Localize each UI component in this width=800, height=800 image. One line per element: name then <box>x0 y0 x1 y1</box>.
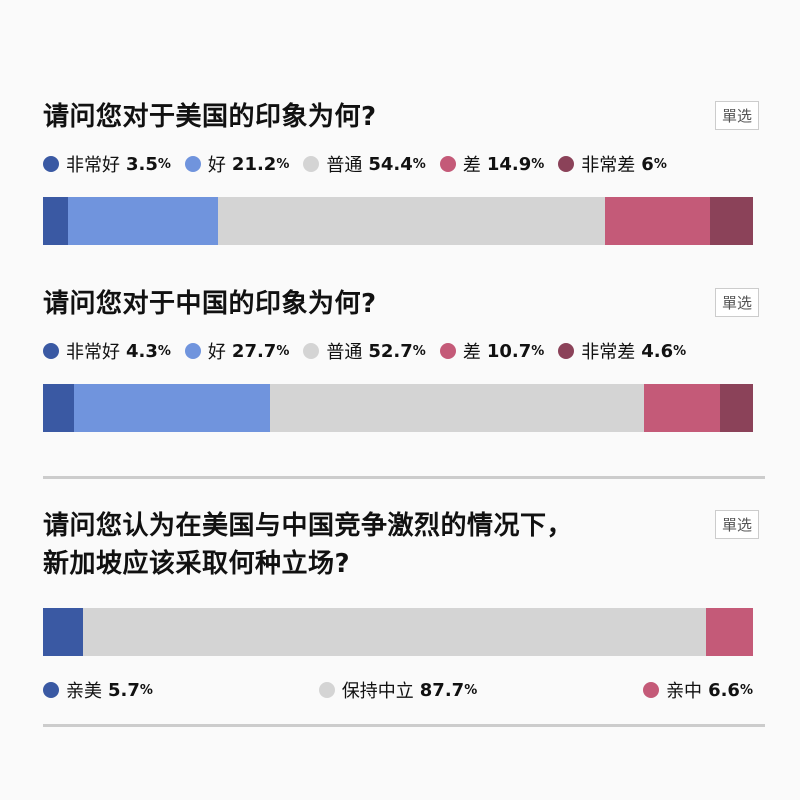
percent-sign: % <box>412 343 426 359</box>
legend-value: 54.4 <box>368 153 413 175</box>
legend-label: 普通 <box>326 342 363 363</box>
legend-label: 亲美 <box>66 681 102 702</box>
legend-item: 非常好 4.3% <box>43 338 171 364</box>
legend-item: 普通 52.7% <box>303 338 426 364</box>
legend-label: 非常差 <box>581 342 636 363</box>
legend-dot-icon <box>439 343 456 359</box>
legend-item: 好 21.2% <box>184 151 290 177</box>
legend-label: 亲中 <box>666 681 703 702</box>
single-choice-badge: 單选 <box>714 101 759 130</box>
legend-dot-icon <box>303 156 320 172</box>
bar-segment-4 <box>710 197 753 245</box>
legend-dot-icon <box>43 343 59 359</box>
percent-sign: % <box>276 343 290 359</box>
legend-label: 差 <box>462 342 481 363</box>
percent-sign: % <box>673 343 687 359</box>
divider <box>43 724 765 727</box>
bar-segment-3 <box>604 197 711 245</box>
single-choice-badge: 單选 <box>714 288 759 317</box>
legend-value: 52.7 <box>368 340 413 362</box>
divider <box>43 476 765 479</box>
legend-dot-icon <box>303 343 320 359</box>
percent-sign: % <box>276 156 290 172</box>
percent-sign: % <box>653 156 667 172</box>
question-us: 單选 请问您对于美国的印象为何? 非常好 3.5% 好 21.2% 普通 54.4% 差 14… <box>43 98 759 245</box>
bar-segment-4 <box>720 384 753 432</box>
legend-value: 4.3 <box>126 340 158 362</box>
question-title-line-1: 请问您认为在美国与中国竞争激烈的情况下， <box>43 511 574 541</box>
bar-segment-0 <box>43 197 68 245</box>
legend-value: 6.6 <box>708 679 740 701</box>
bar-segment-0 <box>43 608 84 656</box>
bar-segment-2 <box>270 384 645 432</box>
stacked-bar <box>43 197 753 245</box>
legend-label: 非常好 <box>66 342 120 363</box>
legend-label: 好 <box>207 155 226 176</box>
question-title: 请问您对于美国的印象为何? <box>43 102 377 132</box>
legend: 亲美 5.7% 保持中立 87.7% 亲中 6.6% <box>43 677 753 703</box>
legend-value: 4.6 <box>641 340 674 362</box>
legend-value: 5.7 <box>108 679 140 701</box>
legend-value: 27.7 <box>231 340 277 362</box>
bar-segment-1 <box>83 608 707 656</box>
legend-item: 保持中立 87.7% <box>318 677 478 703</box>
legend-item: 普通 54.4% <box>303 151 426 177</box>
legend-dot-icon <box>558 156 575 172</box>
legend-value: 6 <box>641 153 654 175</box>
stacked-bar <box>43 384 753 432</box>
percent-sign: % <box>157 156 171 172</box>
bar-segment-1 <box>67 197 219 245</box>
legend-label: 保持中立 <box>341 681 414 702</box>
bar-segment-2 <box>218 197 605 245</box>
legend: 非常好 4.3% 好 27.7% 普通 52.7% 差 10.7% 非常差 4.6% <box>43 338 753 364</box>
legend-label: 非常好 <box>66 155 120 176</box>
legend: 非常好 3.5% 好 21.2% 普通 54.4% 差 14.9% 非常差 6% <box>43 151 753 177</box>
question-stance: 單选 请问您认为在美国与中国竞争激烈的情况下， 新加坡应该采取何种立场? 亲美 5… <box>43 507 759 702</box>
percent-sign: % <box>531 156 545 172</box>
legend-item: 非常差 6% <box>558 151 667 177</box>
legend-dot-icon <box>318 682 335 698</box>
bar-segment-3 <box>644 384 721 432</box>
bar-segment-1 <box>73 384 271 432</box>
legend-dot-icon <box>43 682 59 698</box>
bar-segment-0 <box>43 384 74 432</box>
legend-value: 10.7 <box>486 340 532 362</box>
legend-value: 21.2 <box>231 153 277 175</box>
legend-item: 亲美 5.7% <box>43 677 153 703</box>
legend-item: 差 10.7% <box>439 338 545 364</box>
percent-sign: % <box>531 343 545 359</box>
legend-item: 好 27.7% <box>184 338 290 364</box>
legend-value: 3.5 <box>126 153 158 175</box>
question-china: 單选 请问您对于中国的印象为何? 非常好 4.3% 好 27.7% 普通 52.7% 差 10… <box>43 285 759 432</box>
legend-dot-icon <box>643 682 660 698</box>
legend-item: 非常好 3.5% <box>43 151 171 177</box>
legend-label: 差 <box>462 155 481 176</box>
percent-sign: % <box>464 682 478 698</box>
question-title-line-2: 新加坡应该采取何种立场? <box>43 549 351 579</box>
legend-label: 非常差 <box>581 155 636 176</box>
percent-sign: % <box>157 343 171 359</box>
legend-value: 14.9 <box>486 153 532 175</box>
legend-dot-icon <box>184 343 201 359</box>
percent-sign: % <box>739 682 753 698</box>
legend-item: 非常差 4.6% <box>558 338 686 364</box>
legend-dot-icon <box>43 156 59 172</box>
single-choice-badge: 單选 <box>714 510 759 539</box>
legend-label: 好 <box>207 342 226 363</box>
question-title: 请问您对于中国的印象为何? <box>43 289 377 319</box>
legend-dot-icon <box>439 156 456 172</box>
legend-dot-icon <box>184 156 201 172</box>
legend-dot-icon <box>558 343 575 359</box>
stacked-bar <box>43 608 753 656</box>
percent-sign: % <box>412 156 426 172</box>
legend-item: 差 14.9% <box>439 151 545 177</box>
legend-label: 普通 <box>326 155 363 176</box>
legend-value: 87.7 <box>419 679 465 701</box>
percent-sign: % <box>139 682 153 698</box>
legend-item: 亲中 6.6% <box>643 677 753 703</box>
bar-segment-2 <box>706 608 753 656</box>
